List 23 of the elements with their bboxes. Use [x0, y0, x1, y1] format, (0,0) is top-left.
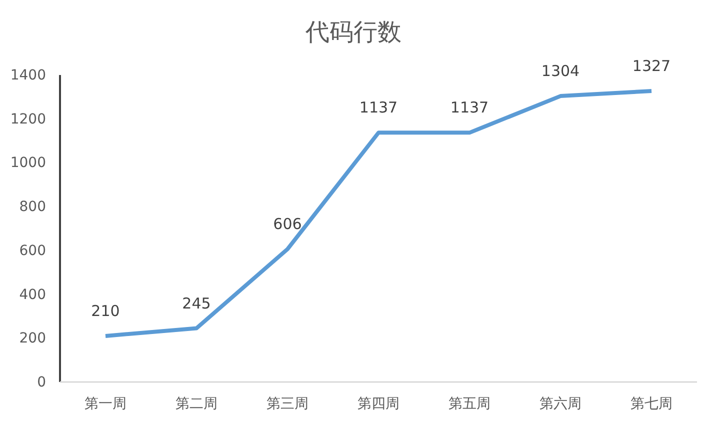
data-label: 1304	[541, 62, 580, 80]
x-tick-label: 第三周	[266, 396, 308, 412]
x-tick-label: 第七周	[630, 396, 672, 412]
data-label: 210	[91, 302, 120, 320]
x-tick-label: 第六周	[540, 396, 582, 412]
y-tick-label: 1000	[10, 155, 46, 172]
y-tick-label: 1200	[10, 111, 46, 128]
y-tick-label: 200	[19, 330, 46, 347]
y-tick-label: 800	[19, 199, 46, 216]
y-tick-label: 1400	[10, 67, 46, 84]
y-tick-label: 600	[19, 242, 46, 259]
x-tick-label: 第一周	[84, 396, 126, 412]
data-label: 606	[273, 215, 302, 234]
chart-title: 代码行数	[304, 18, 402, 46]
x-tick-label: 第五周	[448, 396, 490, 412]
data-label: 1137	[359, 98, 398, 117]
data-label: 1137	[450, 98, 489, 117]
x-tick-label: 第四周	[358, 396, 400, 412]
x-tick-label: 第二周	[176, 396, 218, 412]
data-label: 245	[182, 294, 211, 312]
data-label: 1327	[632, 57, 671, 76]
y-tick-label: 0	[37, 374, 46, 390]
y-tick-label: 400	[19, 286, 46, 303]
